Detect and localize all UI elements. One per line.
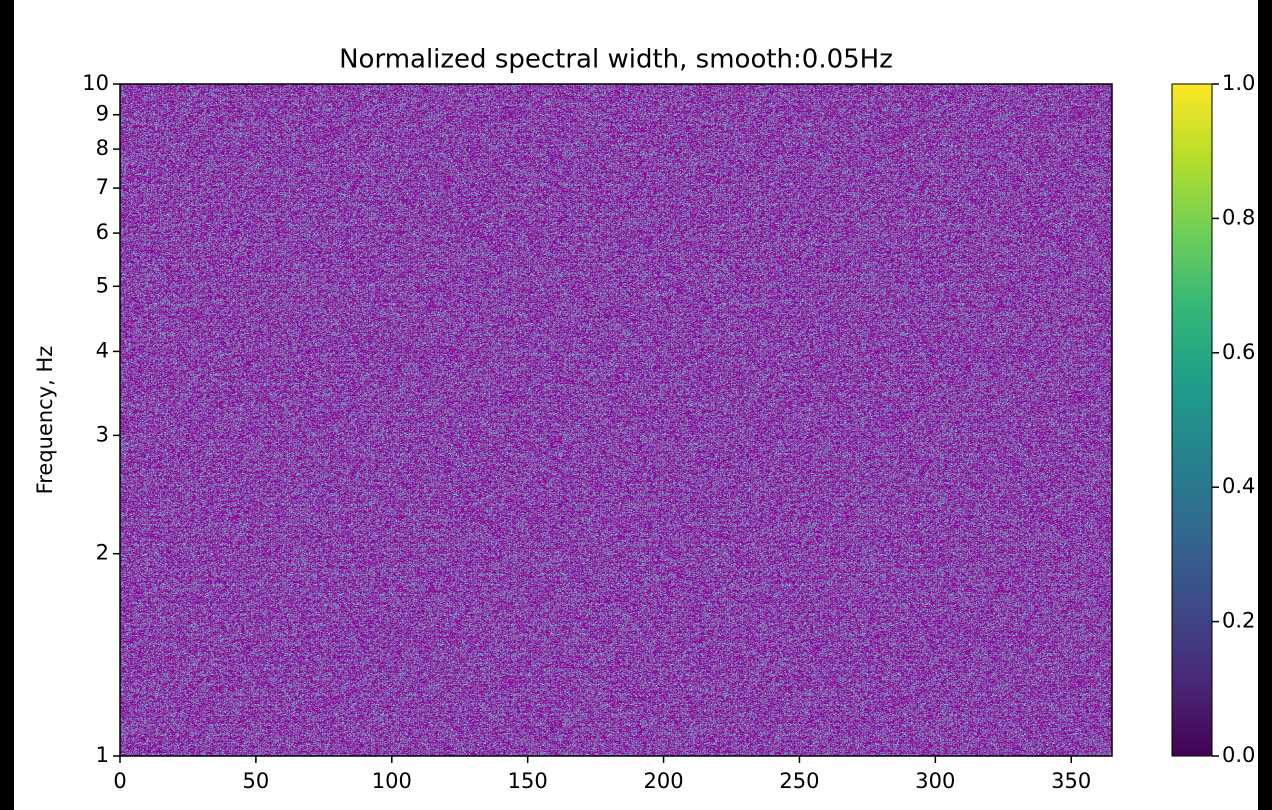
x-tick-label: 200 (644, 769, 684, 793)
x-tick-label: 350 (1051, 769, 1091, 793)
chart-title: Normalized spectral width, smooth:0.05Hz (339, 45, 893, 75)
y-tick-label: 3 (96, 422, 109, 446)
y-tick-label: 1 (96, 743, 109, 767)
x-tick-label: 150 (508, 769, 548, 793)
x-tick-label: 100 (372, 769, 412, 793)
colorbar-tick-label: 1.0 (1222, 71, 1255, 95)
plot-frame (119, 83, 1113, 757)
x-tick-label: 300 (915, 769, 955, 793)
y-tick-label: 2 (96, 541, 109, 565)
colorbar-tick-label: 0.4 (1222, 474, 1255, 498)
y-tick-label: 8 (96, 136, 109, 160)
colorbar-tick-label: 0.2 (1222, 609, 1255, 633)
y-tick-label: 7 (96, 175, 109, 199)
colorbar-tick-label: 0.6 (1222, 340, 1255, 364)
y-tick-label: 9 (96, 102, 109, 126)
y-axis-label: Frequency, Hz (33, 346, 57, 495)
x-tick-label: 250 (779, 769, 819, 793)
x-tick-label: 0 (113, 769, 126, 793)
x-tick-label: 50 (243, 769, 270, 793)
y-tick-label: 6 (96, 220, 109, 244)
colorbar (1171, 83, 1213, 757)
frame-edge (0, 0, 14, 810)
colorbar-tick-label: 0.0 (1222, 743, 1255, 767)
frame-edge (1258, 0, 1272, 810)
spectrogram-texture (120, 84, 1112, 756)
y-tick-label: 4 (96, 338, 109, 362)
y-tick-label: 5 (96, 273, 109, 297)
y-tick-label: 10 (82, 71, 109, 95)
colorbar-tick-label: 0.8 (1222, 205, 1255, 229)
